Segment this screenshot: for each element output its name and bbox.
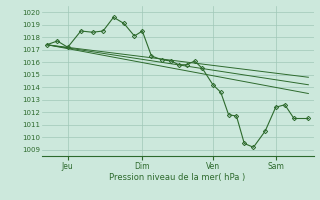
X-axis label: Pression niveau de la mer( hPa ): Pression niveau de la mer( hPa ) [109,173,246,182]
